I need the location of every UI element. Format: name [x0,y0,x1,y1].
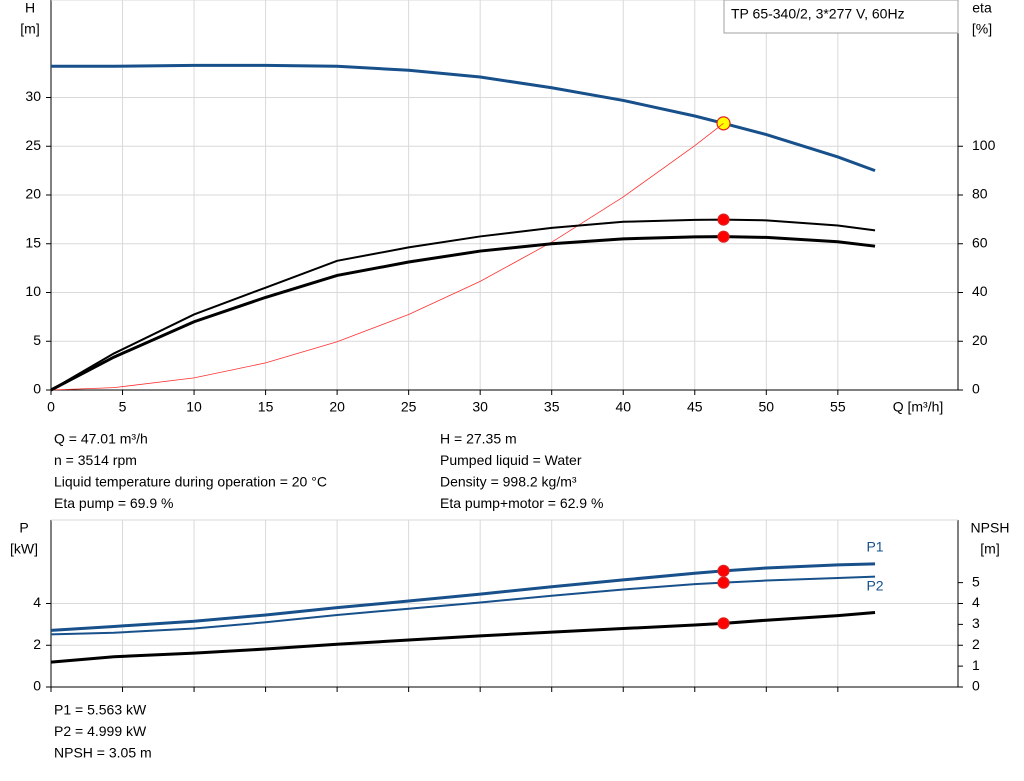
operating-point [717,576,730,589]
y2-tick-label: 40 [972,283,988,299]
y2-tick-label: 0 [972,678,980,694]
x-tick-label: 0 [47,399,55,415]
info-line: Pumped liquid = Water [440,452,582,468]
info-line: Density = 998.2 kg/m³ [440,474,577,490]
y2-tick-label: 0 [972,381,980,397]
y-tick-label: 25 [25,137,41,153]
operating-point [717,617,730,630]
y-axis-unit: [kW] [10,541,38,557]
y2-tick-label: 4 [972,594,980,610]
x-tick-label: 5 [119,399,127,415]
curve [50,575,876,636]
info-line: P1 = 5.563 kW [54,702,147,718]
y-tick-label: 15 [25,234,41,250]
curve [50,123,724,391]
y-axis-unit: [m] [20,21,39,37]
y-tick-label: 30 [25,88,41,104]
operating-point [716,116,731,131]
info-line: P2 = 4.999 kW [54,723,147,739]
y-tick-label: 0 [33,381,41,397]
y2-tick-label: 5 [972,573,980,589]
operating-point [717,564,730,577]
y-tick-label: 20 [25,186,41,202]
y2-tick-label: 80 [972,186,988,202]
y-axis-name: P [19,520,28,536]
y2-tick-label: 2 [972,636,980,652]
y2-tick-label: 20 [972,332,988,348]
curve-label: P2 [866,577,883,593]
y-tick-label: 5 [33,332,41,348]
y2-axis-name: eta [972,0,992,16]
curve [50,562,876,632]
x-tick-label: 20 [329,399,345,415]
x-tick-label: 35 [544,399,560,415]
curve [50,235,876,392]
info-line: Q = 47.01 m³/h [54,431,148,447]
y2-tick-label: 100 [972,137,996,153]
y-tick-label: 10 [25,283,41,299]
curve [50,218,876,391]
x-tick-label: 25 [401,399,417,415]
x-tick-label: 55 [830,399,846,415]
x-tick-label: 10 [186,399,202,415]
info-line: n = 3514 rpm [54,452,137,468]
x-tick-label: 45 [687,399,703,415]
y-tick-label: 2 [33,636,41,652]
curve [50,610,876,664]
y2-axis-name: NPSH [971,520,1010,536]
info-line: Eta pump = 69.9 % [54,495,173,511]
info-line: Eta pump+motor = 62.9 % [440,495,603,511]
x-axis-label: Q [m³/h] [893,399,944,415]
info-line: Liquid temperature during operation = 20… [54,474,327,490]
y2-tick-label: 3 [972,615,980,631]
operating-point [717,230,730,243]
x-tick-label: 50 [759,399,775,415]
y-tick-label: 0 [33,678,41,694]
y2-tick-label: 1 [972,657,980,673]
x-tick-label: 15 [258,399,274,415]
info-line: NPSH = 3.05 m [54,745,152,761]
title-box [723,0,959,34]
info-line: H = 27.35 m [440,431,517,447]
x-tick-label: 30 [472,399,488,415]
y2-axis-unit: [m] [980,541,999,557]
operating-point [717,213,730,226]
x-tick-label: 40 [615,399,631,415]
curve-label: P1 [866,539,883,555]
y2-axis-unit: [%] [972,21,992,37]
y-tick-label: 4 [33,594,41,610]
y2-tick-label: 60 [972,234,988,250]
chart-title: TP 65-340/2, 3*277 V, 60Hz [731,6,905,22]
curve [51,63,876,173]
y-axis-name: H [25,0,35,16]
